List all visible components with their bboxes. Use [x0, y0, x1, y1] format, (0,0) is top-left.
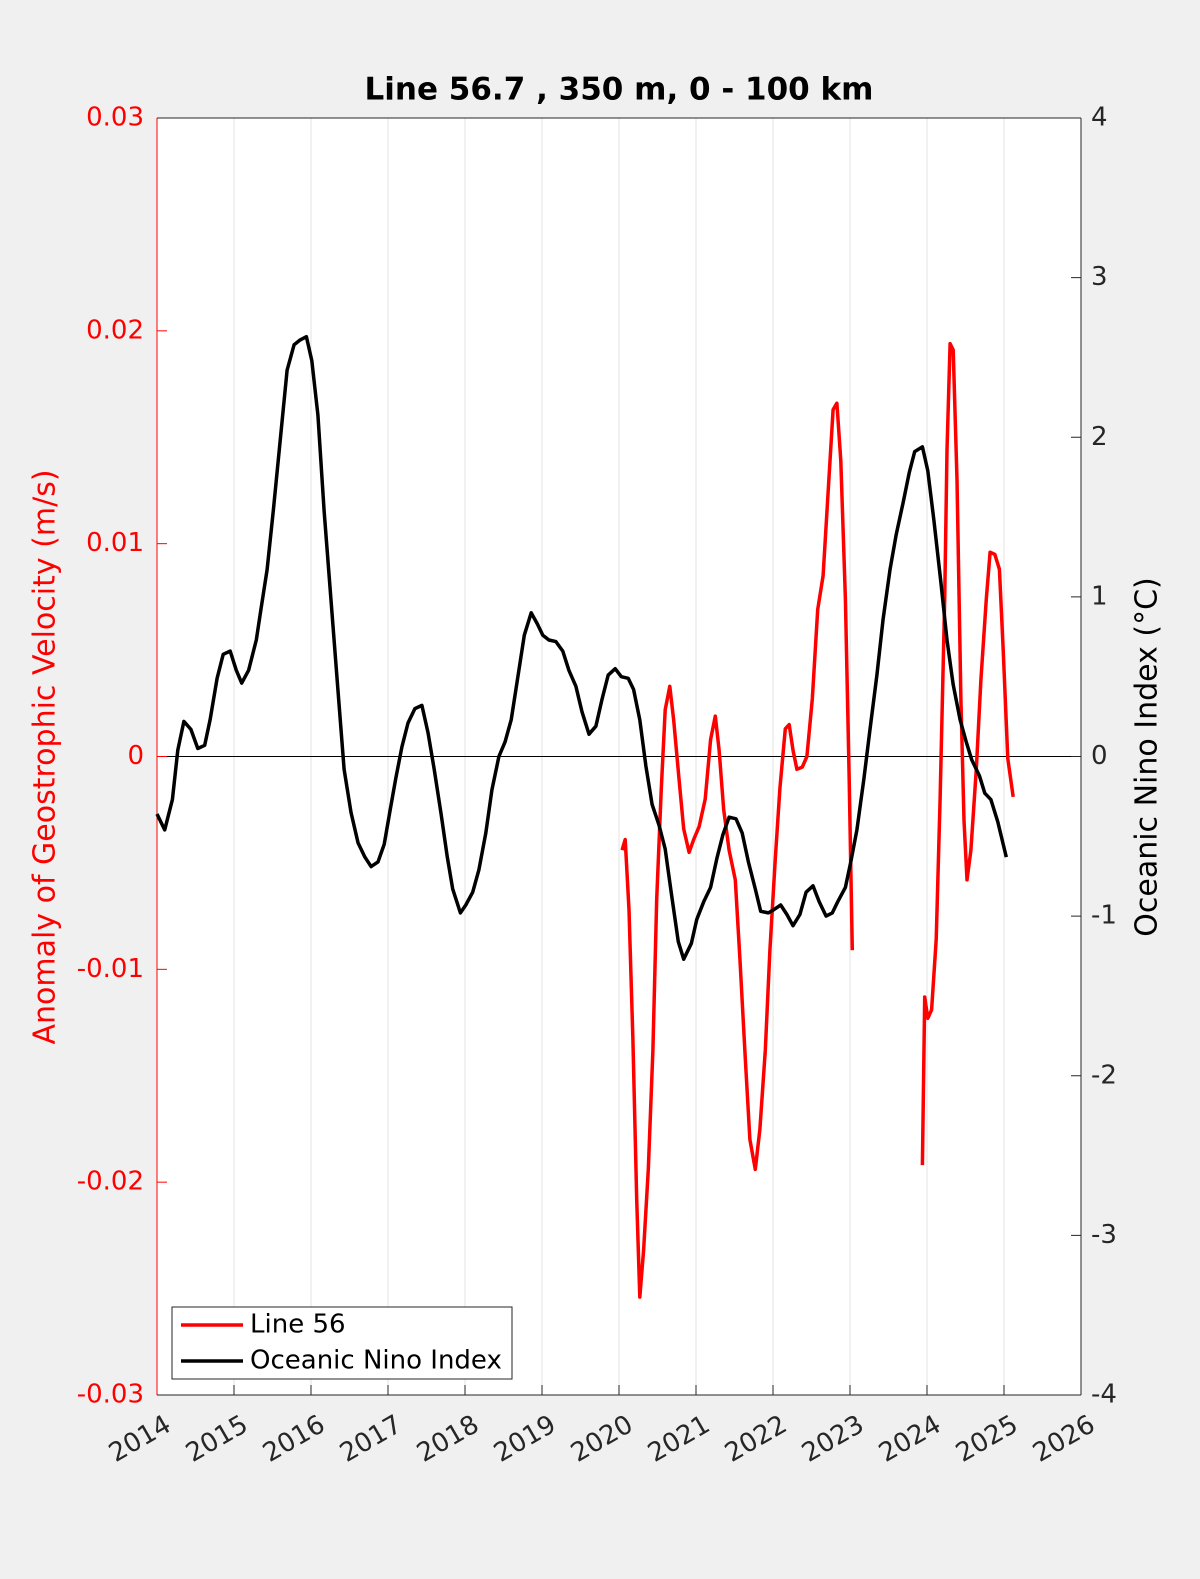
y2-tick-label: 1 [1091, 581, 1108, 611]
y-tick-label: 0.01 [86, 528, 144, 558]
x-tick-label: 2015 [181, 1410, 253, 1469]
x-tick-label: 2025 [951, 1410, 1023, 1469]
x-tick-label: 2024 [874, 1410, 946, 1469]
y-tick-label: 0.03 [86, 103, 144, 133]
x-tick-label: 2022 [720, 1410, 792, 1469]
y2-tick-label: -3 [1091, 1220, 1117, 1250]
x-tick-label: 2021 [643, 1410, 715, 1469]
legend-box [171, 1306, 513, 1380]
y-tick-label: 0 [127, 741, 144, 771]
x-tick-label: 2014 [104, 1410, 176, 1469]
y2-tick-label: 0 [1091, 741, 1108, 771]
y-tick-label: -0.03 [77, 1380, 144, 1410]
y2-axis-label: Oceanic Nino Index (°C) [1130, 577, 1165, 937]
x-tick-label: 2020 [566, 1410, 638, 1469]
x-tick-label: 2026 [1028, 1410, 1100, 1469]
y-tick-label: -0.02 [77, 1167, 144, 1197]
x-tick-label: 2019 [489, 1410, 561, 1469]
y-tick-label: 0.02 [86, 315, 144, 345]
legend-label: Line 56 [250, 1310, 346, 1340]
x-tick-label: 2023 [797, 1410, 869, 1469]
y2-tick-label: -1 [1091, 901, 1117, 931]
y-axis-label: Anomaly of Geostrophic Velocity (m/s) [28, 469, 63, 1044]
x-tick-label: 2018 [412, 1410, 484, 1469]
y2-tick-label: -4 [1091, 1380, 1117, 1410]
data-line [620, 341, 1015, 1299]
chart-title: Line 56.7 , 350 m, 0 - 100 km [365, 72, 874, 108]
data-line [155, 334, 1009, 961]
x-tick-label: 2016 [258, 1410, 330, 1469]
y2-tick-label: -2 [1091, 1060, 1117, 1090]
y2-tick-label: 3 [1091, 262, 1108, 292]
y2-tick-label: 4 [1091, 103, 1108, 133]
legend-label: Oceanic Nino Index [250, 1346, 502, 1376]
y-tick-label: -0.01 [77, 954, 144, 984]
x-tick-label: 2017 [335, 1410, 407, 1469]
y2-tick-label: 2 [1091, 422, 1108, 452]
